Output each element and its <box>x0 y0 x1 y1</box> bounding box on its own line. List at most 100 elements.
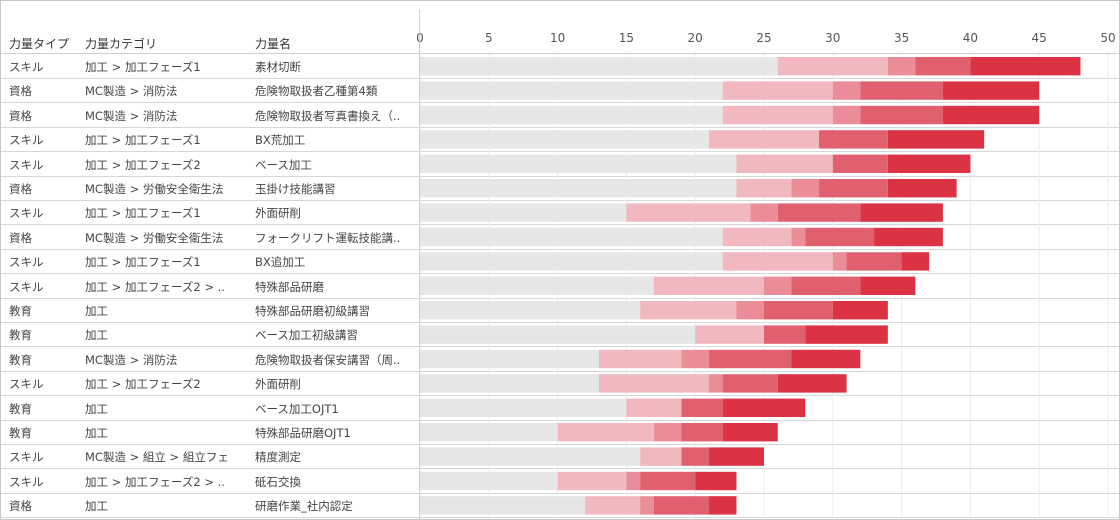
bar-segment-2[interactable] <box>722 105 833 125</box>
bar-segment-5[interactable] <box>942 105 1040 125</box>
bar-segment-2[interactable] <box>557 471 627 491</box>
bar-segment-5[interactable] <box>942 81 1040 100</box>
bar-segment-3[interactable] <box>887 57 916 76</box>
bar-segment-2[interactable] <box>626 398 682 417</box>
bar-segment-3[interactable] <box>653 423 682 442</box>
bar-segment-4[interactable] <box>681 447 709 466</box>
bar-segment-1[interactable] <box>420 105 723 125</box>
bar-segment-1[interactable] <box>420 447 641 466</box>
bar-segment-2[interactable] <box>695 325 764 344</box>
bar-segment-4[interactable] <box>681 423 723 442</box>
table-row[interactable]: 資格 MC製造 > 消防法 危険物取扱者写真書換え（.. <box>1 103 1119 128</box>
bar-segment-1[interactable] <box>420 203 627 222</box>
bar-segment-2[interactable] <box>722 252 833 271</box>
bar-segment-5[interactable] <box>695 471 737 491</box>
table-row[interactable]: 教育 加工 特殊部品研磨OJT1 <box>1 420 1119 445</box>
bar-segment-4[interactable] <box>791 276 861 295</box>
bar-segment-2[interactable] <box>777 57 888 76</box>
bar-segment-2[interactable] <box>598 349 682 369</box>
bar-segment-1[interactable] <box>420 496 586 515</box>
table-row[interactable]: 教育 加工 ベース加工初級講習 <box>1 322 1119 348</box>
bar-segment-5[interactable] <box>722 423 778 442</box>
table-row[interactable]: スキル 加工 > 加工フェーズ2 ベース加工 <box>1 152 1119 177</box>
table-row[interactable]: スキル MC製造 > 組立 > 組立フェ 精度測定 <box>1 444 1119 470</box>
bar-segment-1[interactable] <box>420 81 723 100</box>
bar-segment-4[interactable] <box>832 154 888 173</box>
header-type[interactable]: 力量タイプ <box>9 37 70 51</box>
bar-segment-3[interactable] <box>681 349 709 369</box>
bar-segment-4[interactable] <box>681 398 723 417</box>
bar-segment-3[interactable] <box>640 496 654 515</box>
bar-segment-5[interactable] <box>791 349 861 369</box>
bar-segment-5[interactable] <box>887 154 971 173</box>
bar-segment-1[interactable] <box>420 325 696 344</box>
bar-segment-5[interactable] <box>777 374 847 393</box>
bar-segment-3[interactable] <box>791 179 820 198</box>
bar-segment-2[interactable] <box>722 81 833 100</box>
bar-segment-3[interactable] <box>832 252 847 271</box>
bar-segment-5[interactable] <box>708 447 764 466</box>
bar-segment-2[interactable] <box>640 301 737 320</box>
bar-segment-1[interactable] <box>420 57 778 76</box>
table-row[interactable]: 資格 加工 研磨作業_社内認定 <box>1 493 1119 519</box>
bar-segment-4[interactable] <box>805 227 875 247</box>
bar-segment-3[interactable] <box>708 374 723 393</box>
table-row[interactable]: 資格 MC製造 > 労働安全衛生法 フォークリフト運転技能講.. <box>1 225 1119 250</box>
bar-segment-4[interactable] <box>860 105 943 125</box>
table-row[interactable]: 資格 MC製造 > 消防法 危険物取扱者乙種第4類 <box>1 78 1119 104</box>
bar-segment-5[interactable] <box>887 179 957 198</box>
bar-segment-1[interactable] <box>420 252 723 271</box>
bar-segment-5[interactable] <box>887 130 985 149</box>
bar-segment-4[interactable] <box>860 81 943 100</box>
bar-segment-2[interactable] <box>736 154 833 173</box>
bar-segment-1[interactable] <box>420 374 599 393</box>
bar-segment-5[interactable] <box>722 398 806 417</box>
table-row[interactable]: スキル 加工 > 加工フェーズ1 外面研削 <box>1 200 1119 226</box>
table-row[interactable]: 教育 MC製造 > 消防法 危険物取扱者保安講習（周.. <box>1 347 1119 372</box>
table-row[interactable]: 資格 MC製造 > 労働安全衛生法 玉掛け技能講習 <box>1 176 1119 201</box>
bar-segment-5[interactable] <box>805 325 888 344</box>
header-name[interactable]: 力量名 <box>255 37 292 51</box>
bar-segment-1[interactable] <box>420 130 709 149</box>
bar-segment-5[interactable] <box>860 203 943 222</box>
bar-segment-2[interactable] <box>585 496 641 515</box>
bar-segment-2[interactable] <box>626 203 751 222</box>
bar-segment-1[interactable] <box>420 423 558 442</box>
bar-segment-4[interactable] <box>777 203 861 222</box>
bar-segment-5[interactable] <box>708 496 737 515</box>
table-row[interactable]: スキル 加工 > 加工フェーズ1 素材切断 <box>1 54 1119 79</box>
table-row[interactable]: スキル 加工 > 加工フェーズ1 BX追加工 <box>1 249 1119 275</box>
bar-segment-2[interactable] <box>557 423 654 442</box>
bar-segment-5[interactable] <box>874 227 943 247</box>
bar-segment-3[interactable] <box>750 203 778 222</box>
bar-segment-5[interactable] <box>832 301 888 320</box>
bar-segment-5[interactable] <box>970 57 1081 76</box>
bar-segment-4[interactable] <box>722 374 778 393</box>
table-row[interactable]: スキル 加工 > 加工フェーズ2 外面研削 <box>1 371 1119 397</box>
bar-segment-1[interactable] <box>420 154 737 173</box>
bar-segment-3[interactable] <box>764 276 792 295</box>
bar-segment-4[interactable] <box>764 301 833 320</box>
header-category[interactable]: 力量カテゴリ <box>85 37 158 51</box>
bar-segment-1[interactable] <box>420 398 627 417</box>
bar-segment-3[interactable] <box>832 105 861 125</box>
bar-segment-1[interactable] <box>420 301 641 320</box>
bar-segment-1[interactable] <box>420 276 654 295</box>
bar-segment-4[interactable] <box>846 252 902 271</box>
bar-segment-1[interactable] <box>420 179 737 198</box>
table-row[interactable]: 教育 加工 特殊部品研磨初級講習 <box>1 298 1119 323</box>
bar-segment-4[interactable] <box>915 57 971 76</box>
bar-segment-2[interactable] <box>722 227 792 247</box>
bar-segment-5[interactable] <box>901 252 930 271</box>
table-row[interactable]: スキル 加工 > 加工フェーズ2 > .. 砥石交換 <box>1 469 1119 494</box>
bar-segment-2[interactable] <box>736 179 792 198</box>
table-row[interactable]: 教育 加工 ベース加工OJT1 <box>1 396 1119 421</box>
bar-segment-4[interactable] <box>653 496 709 515</box>
bar-segment-4[interactable] <box>764 325 806 344</box>
bar-segment-3[interactable] <box>832 81 861 100</box>
bar-segment-5[interactable] <box>860 276 916 295</box>
bar-segment-4[interactable] <box>819 179 888 198</box>
table-row[interactable]: スキル 加工 > 加工フェーズ1 BX荒加工 <box>1 127 1119 153</box>
bar-segment-1[interactable] <box>420 349 599 369</box>
bar-segment-4[interactable] <box>708 349 792 369</box>
